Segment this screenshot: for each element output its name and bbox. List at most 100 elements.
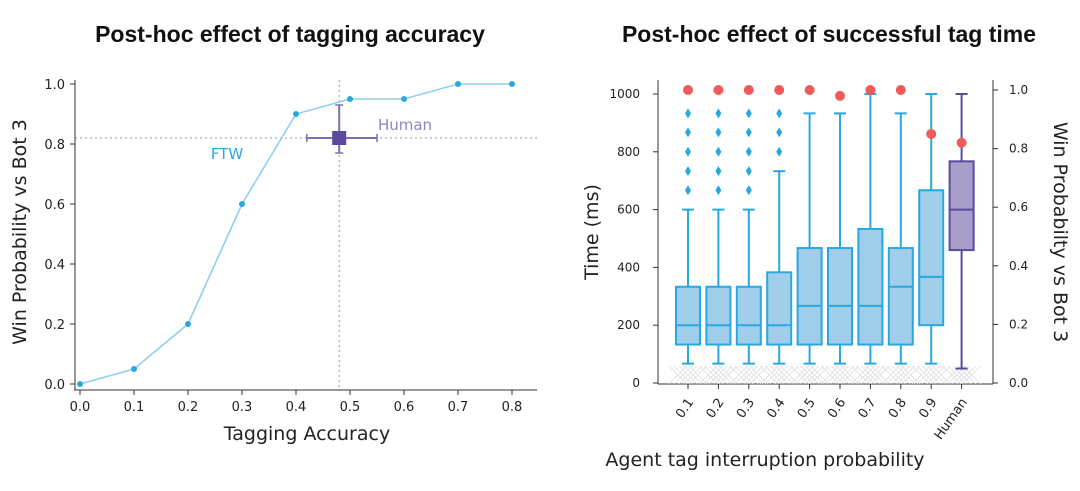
base-hatch-line <box>699 365 718 385</box>
box-outlier <box>745 166 752 177</box>
base-hatch-line <box>709 365 728 385</box>
left-x-tick-label: 0.2 <box>178 400 199 415</box>
box-outlier <box>685 108 691 119</box>
left-human-marker: Human <box>306 104 432 154</box>
right-secondary-y-tick-label: 0.8 <box>1009 142 1028 156</box>
right-y-tick-label: 800 <box>617 145 640 159</box>
ftw-point <box>293 111 299 117</box>
left-y-tick-label: 0.4 <box>44 258 65 273</box>
base-hatch-line <box>840 365 860 385</box>
left-x-tick-label: 0.8 <box>502 400 523 415</box>
ftw-line <box>79 83 512 385</box>
base-hatch-line <box>820 365 840 385</box>
left-reference-lines <box>75 80 537 390</box>
base-hatch-line <box>926 365 946 385</box>
base-hatch-line <box>719 365 738 385</box>
left-y-tick-label: 0.2 <box>44 318 65 333</box>
ftw-point <box>77 381 83 387</box>
right-chart-title: Post-hoc effect of successful tag time <box>622 21 1036 47</box>
right-x-tick-label: 0.8 <box>886 396 910 422</box>
base-hatch-line <box>769 365 789 385</box>
box-body <box>796 247 823 346</box>
right-x-tick-label: 0.6 <box>825 396 849 422</box>
base-hatch-line <box>744 365 764 385</box>
base-hatch-line <box>805 365 824 385</box>
base-hatch-line <box>881 365 901 385</box>
right-x-tick-label: 0.5 <box>795 396 819 422</box>
box-body <box>827 247 853 346</box>
left-series: FTW <box>77 81 515 387</box>
box-outlier <box>685 166 691 177</box>
ftw-point <box>401 96 407 102</box>
base-hatch-line <box>678 365 698 385</box>
box-outlier <box>745 146 752 157</box>
base-hatch-line <box>871 365 890 385</box>
left-x-axis-label: Tagging Accuracy <box>223 423 390 445</box>
ftw-point <box>185 321 191 327</box>
base-hatch-line <box>891 365 911 385</box>
left-y-axis-label: Win Probability vs Bot 3 <box>9 119 31 345</box>
base-hatch-line <box>931 365 951 385</box>
right-secondary-y-tick-label: 0.2 <box>1009 317 1028 331</box>
left-x-tick-label: 0.3 <box>232 400 253 415</box>
base-hatch-line <box>830 365 850 385</box>
base-hatch-line <box>688 365 708 385</box>
base-hatch-line <box>734 365 754 385</box>
left-x-tick-label: 0.5 <box>340 400 361 415</box>
right-y-tick-label: 400 <box>617 260 640 274</box>
right-x-tick-label: 0.9 <box>916 396 940 422</box>
base-hatch-line <box>866 365 885 385</box>
box-outlier <box>685 127 691 138</box>
win-probability-dot <box>743 85 754 95</box>
left-y-tick-label: 0.8 <box>44 138 65 153</box>
win-probability-dot <box>683 85 693 95</box>
base-hatch-line <box>729 365 749 385</box>
base-hatch-line <box>810 365 829 385</box>
ftw-point <box>455 81 461 87</box>
ftw-point <box>347 96 353 102</box>
box-body <box>857 227 884 346</box>
right-secondary-y-tick-label: 0.6 <box>1009 200 1028 214</box>
base-hatch-line <box>800 365 819 385</box>
base-hatch-line <box>861 365 880 385</box>
box-body <box>735 285 762 346</box>
box-outlier <box>685 146 691 157</box>
box-outlier <box>745 108 752 119</box>
box-outlier <box>715 166 722 177</box>
base-hatch-line <box>774 365 794 385</box>
base-hatch-line <box>714 365 733 385</box>
left-x-tick-label: 0.7 <box>448 400 469 415</box>
base-hatch-line <box>921 365 941 385</box>
right-x-axis-label: Agent tag interruption probability <box>605 449 924 471</box>
left-y-tick-label: 0.6 <box>44 198 65 213</box>
base-hatch-line <box>916 365 936 385</box>
base-hatch-line <box>739 365 759 385</box>
base-hatch-line <box>947 365 966 385</box>
base-hatch-line <box>851 365 870 385</box>
box-outlier <box>715 127 722 138</box>
win-probability-dot <box>865 85 876 95</box>
base-hatch-line <box>673 365 693 385</box>
base-hatch-line <box>886 365 906 385</box>
base-hatch-line <box>911 365 931 385</box>
win-probability-dot <box>774 85 785 95</box>
box-body <box>675 285 701 346</box>
box-outlier <box>776 108 783 119</box>
right-win-dots <box>683 85 967 148</box>
box-body <box>705 285 732 346</box>
box-outlier <box>745 127 752 138</box>
base-hatch-line <box>795 365 814 385</box>
right-base-hatch <box>668 365 981 385</box>
right-secondary-y-ticks: 0.0 0.2 0.4 0.6 0.8 1.0 <box>993 83 1028 390</box>
right-x-tick-label: 0.1 <box>673 396 697 422</box>
right-boxes <box>675 93 975 370</box>
ftw-point <box>509 81 515 87</box>
left-axes <box>74 80 537 391</box>
right-x-tick-label: 0.3 <box>734 396 758 422</box>
base-hatch-line <box>764 365 784 385</box>
left-y-tick-label: 0.0 <box>44 378 65 393</box>
win-probability-dot <box>804 85 815 95</box>
box-outlier <box>745 185 752 196</box>
ftw-point <box>239 201 245 207</box>
